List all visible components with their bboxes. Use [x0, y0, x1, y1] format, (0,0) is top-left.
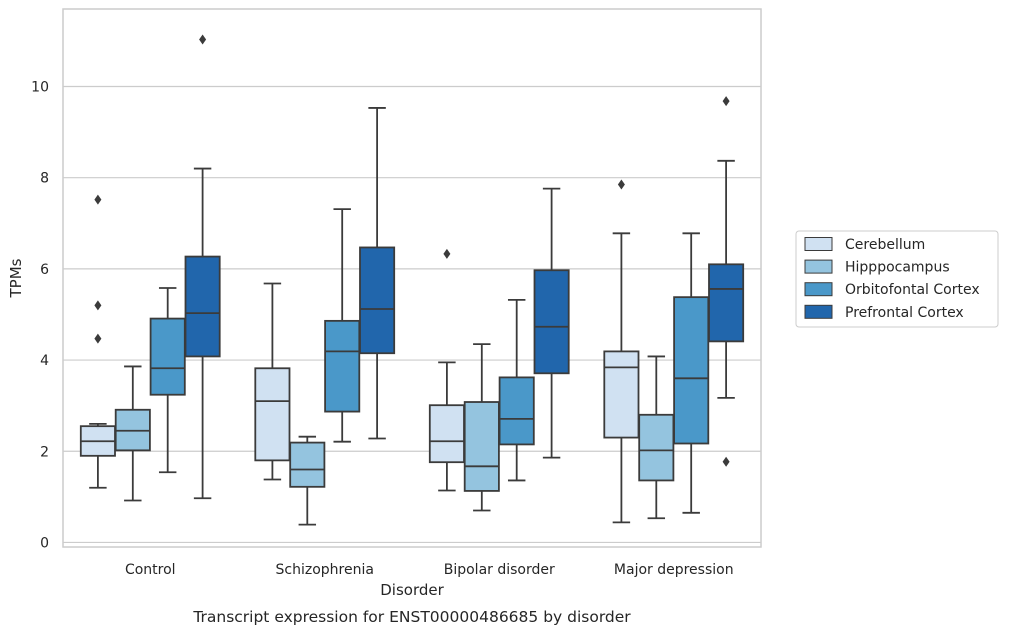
legend-label: Prefrontal Cortex: [845, 305, 964, 321]
box: [428, 404, 465, 464]
y-axis-ticks: 0 2 4 6 8 10: [31, 80, 49, 552]
x-axis-title: Disorder: [380, 581, 444, 599]
y-tick-label: 0: [40, 535, 49, 551]
box-plots: [79, 34, 745, 526]
box: [254, 367, 291, 462]
box: [673, 296, 710, 445]
legend-label: Cerebellum: [845, 237, 925, 253]
y-tick-label: 4: [40, 353, 49, 369]
legend-label: Orbitofontal Cortex: [845, 282, 980, 298]
outlier-point: [617, 179, 625, 190]
box-group: [498, 298, 535, 482]
y-tick-label: 8: [40, 171, 49, 187]
legend-swatch: [804, 282, 833, 297]
box: [638, 413, 675, 482]
outlier-point: [94, 333, 102, 344]
box-group: [149, 287, 186, 474]
box: [533, 269, 570, 375]
box-group: [184, 34, 221, 500]
outlier-point: [722, 96, 730, 107]
legend: Cerebellum Hipppocampus Orbitofontal Corte…: [795, 230, 999, 328]
box-group: [603, 179, 640, 524]
box-group: [463, 343, 500, 512]
x-tick-label: Control: [125, 562, 176, 578]
legend-label: Hipppocampus: [845, 260, 950, 276]
outlier-point: [443, 248, 451, 259]
box-group: [428, 248, 465, 492]
y-tick-label: 6: [40, 262, 49, 278]
legend-swatch: [804, 304, 833, 319]
x-tick-label: Schizophrenia: [276, 562, 374, 578]
box-group: [673, 232, 710, 514]
outlier-point: [94, 194, 102, 205]
box-group: [638, 355, 675, 520]
box: [324, 319, 361, 413]
box: [498, 376, 535, 446]
x-axis-ticks: Control Schizophrenia Bipolar disorder Majo…: [125, 562, 734, 578]
y-tick-label: 10: [31, 80, 49, 96]
box: [149, 317, 186, 396]
box-group: [114, 365, 151, 502]
box: [603, 350, 640, 439]
box: [184, 255, 221, 358]
legend-swatch: [804, 259, 833, 274]
box-group: [359, 107, 396, 440]
box-group: [324, 208, 361, 443]
outlier-point: [94, 300, 102, 311]
box: [463, 401, 500, 492]
box-group: [79, 194, 116, 489]
box: [708, 263, 745, 343]
outlier-point: [722, 456, 730, 467]
box-group: [708, 96, 745, 467]
box: [359, 246, 396, 355]
legend-frame: [795, 230, 999, 328]
y-tick-label: 2: [40, 444, 49, 460]
x-tick-label: Bipolar disorder: [444, 562, 555, 578]
box: [289, 441, 326, 488]
box-group: [289, 435, 326, 526]
plot-frame: [62, 8, 762, 548]
x-tick-label: Major depression: [614, 562, 734, 578]
box-group: [254, 282, 291, 481]
y-axis-title: TPMs: [7, 258, 25, 298]
outlier-point: [199, 34, 207, 45]
legend-swatch: [804, 237, 833, 251]
figure-caption: Transcript expression for ENST0000048668…: [192, 608, 631, 626]
box-group: [533, 187, 570, 459]
